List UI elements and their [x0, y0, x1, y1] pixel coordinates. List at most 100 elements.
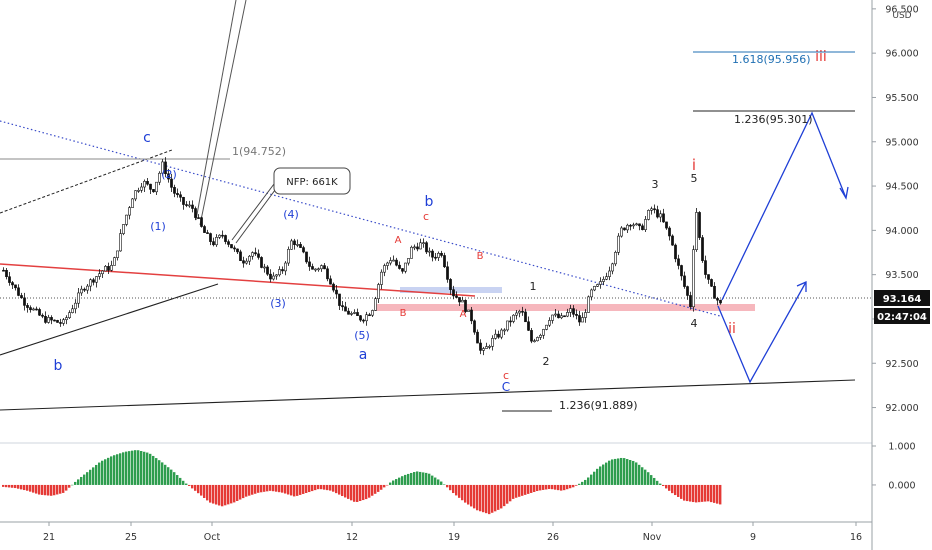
candle-body — [440, 252, 443, 256]
osc-bar — [701, 484, 704, 502]
candle-body — [416, 246, 419, 250]
candle-body — [65, 317, 68, 321]
candle-body — [83, 288, 86, 291]
candle-body — [545, 324, 548, 330]
candle-body — [524, 311, 527, 323]
osc-bar — [398, 477, 401, 485]
candle-body — [311, 266, 314, 270]
osc-bar — [644, 469, 647, 485]
y-tick-label: 93.500 — [885, 270, 918, 281]
candle-body — [473, 320, 476, 333]
osc-bar — [515, 484, 518, 498]
osc-bar — [410, 472, 413, 485]
candle-body — [77, 292, 80, 304]
osc-bar — [119, 453, 122, 485]
osc-bar — [590, 474, 593, 485]
candle-body — [293, 240, 296, 246]
candle-body — [404, 262, 407, 272]
osc-bar — [524, 484, 527, 495]
candle-body — [578, 315, 581, 323]
osc-bar — [191, 484, 194, 489]
osc-bar — [35, 484, 38, 494]
nfp-callout[interactable]: NFP: 661K — [231, 167, 351, 244]
wave-b-left: b — [54, 358, 63, 374]
candle-body — [206, 232, 209, 234]
osc-bar — [335, 484, 338, 494]
candle-body — [260, 257, 263, 268]
wave-num-5: 5 — [691, 172, 698, 185]
candle-body — [164, 161, 167, 175]
candle-body — [89, 279, 92, 287]
osc-bar — [284, 484, 287, 494]
osc-bar — [251, 484, 254, 495]
candle-body — [611, 263, 614, 272]
candle-body — [509, 320, 512, 323]
callout-pointer — [231, 183, 275, 241]
osc-bar — [209, 484, 212, 503]
osc-bar — [254, 484, 257, 494]
y-tick-label: 95.000 — [885, 137, 918, 148]
candle-body — [5, 269, 8, 278]
osc-bar — [332, 484, 335, 492]
osc-bar — [569, 484, 572, 489]
wave-num-4: 4 — [691, 317, 698, 330]
candle-body — [410, 246, 413, 259]
pink-zone — [375, 304, 755, 311]
candle-body — [26, 305, 29, 308]
candle-body — [20, 295, 23, 299]
osc-bar — [560, 484, 563, 491]
osc-bar — [704, 484, 707, 502]
osc-bar — [323, 484, 326, 490]
x-tick-label: 21 — [43, 532, 55, 543]
osc-bar — [629, 459, 632, 485]
x-tick-label: 16 — [850, 532, 862, 543]
wave-paren-4: (4) — [283, 208, 299, 221]
osc-bar — [374, 484, 377, 494]
candle-body — [155, 181, 158, 193]
candle-body — [407, 258, 410, 264]
osc-bar — [545, 484, 548, 490]
osc-bar — [170, 469, 173, 485]
candle-body — [269, 273, 272, 280]
osc-bar — [407, 473, 410, 485]
candle-body — [497, 333, 500, 338]
candle-body — [344, 306, 347, 312]
osc-bar — [710, 484, 713, 503]
red-support-line — [0, 263, 476, 297]
candle-body — [557, 313, 560, 319]
osc-bar — [542, 484, 545, 490]
candle-body — [533, 340, 536, 343]
osc-bar — [575, 484, 578, 486]
osc-bar — [533, 484, 536, 492]
candle-body — [680, 265, 683, 277]
candle-body — [659, 213, 662, 218]
osc-bar — [395, 479, 398, 485]
candle-body — [539, 334, 542, 338]
osc-bar — [413, 472, 416, 485]
candle-body — [596, 284, 599, 287]
osc-bar — [599, 466, 602, 485]
osc-bar — [491, 484, 494, 513]
osc-bar — [59, 484, 62, 494]
candle-body — [110, 265, 113, 271]
candle-body — [332, 283, 335, 291]
candle-body — [23, 297, 26, 306]
osc-bar — [353, 484, 356, 502]
candle-body — [563, 315, 566, 318]
candle-body — [227, 241, 230, 245]
osc-bar — [635, 462, 638, 485]
osc-bar — [350, 484, 353, 501]
osc-bar — [605, 462, 608, 485]
candle-body — [80, 288, 83, 294]
x-tick-label: Nov — [643, 532, 662, 543]
candle-body — [173, 187, 176, 194]
time-axis[interactable]: 21 25 Oct 12 19 26 Nov 9 16 — [43, 522, 862, 543]
wave-a: a — [359, 347, 368, 363]
osc-bar — [128, 451, 131, 485]
last-price-tag: 93.164 — [874, 290, 930, 306]
candle-body — [191, 204, 194, 209]
candle-body — [296, 244, 299, 246]
osc-bar — [8, 484, 11, 488]
osc-bar — [650, 475, 653, 485]
